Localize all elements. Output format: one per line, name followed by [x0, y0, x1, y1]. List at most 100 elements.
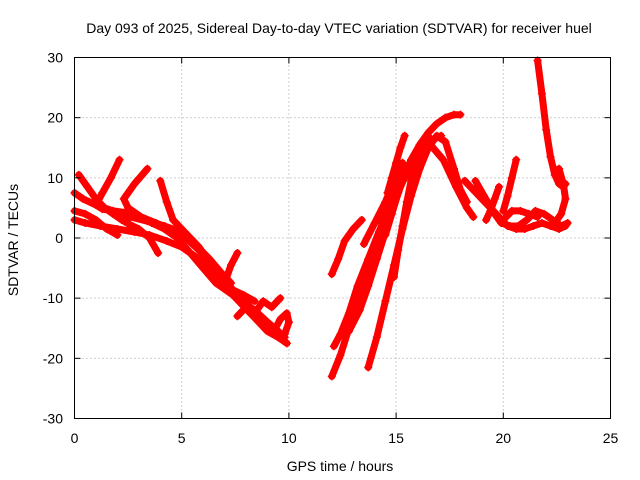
- data-point: [359, 240, 368, 249]
- x-tick-label: 25: [603, 430, 619, 446]
- data-point: [282, 339, 291, 348]
- data-point: [156, 176, 165, 185]
- series-track-9: [233, 294, 285, 321]
- data-point: [503, 191, 512, 200]
- data-point: [162, 197, 171, 206]
- data-point: [563, 218, 572, 227]
- data-point: [130, 179, 139, 188]
- data-point: [227, 261, 236, 270]
- data-point: [400, 131, 409, 140]
- data-point: [145, 234, 154, 242]
- x-tick-label: 20: [496, 430, 512, 446]
- data-point: [357, 215, 366, 224]
- data-point: [199, 264, 208, 273]
- data-point: [424, 131, 433, 140]
- data-point: [471, 176, 480, 185]
- data-point: [250, 309, 259, 318]
- data-point: [387, 209, 396, 218]
- data-point: [280, 330, 289, 339]
- data-point: [432, 119, 441, 128]
- data-point: [336, 351, 345, 360]
- data-point: [557, 221, 566, 230]
- data-point: [460, 176, 469, 185]
- data-series: [70, 56, 572, 381]
- x-tick-label: 5: [178, 430, 186, 446]
- series-track-25: [550, 164, 570, 227]
- axis-ticks: 0 5 10 15 20 25 -30 -20 -10 0 10 20 30: [43, 50, 619, 447]
- data-point: [124, 203, 133, 212]
- data-point: [212, 279, 221, 288]
- data-point: [98, 188, 107, 197]
- series-trail: [75, 171, 162, 257]
- data-point: [533, 212, 542, 221]
- data-point: [537, 89, 546, 98]
- data-point: [102, 224, 111, 233]
- data-point: [203, 255, 212, 264]
- data-point: [242, 303, 251, 312]
- data-point: [254, 318, 263, 327]
- data-point: [81, 209, 90, 218]
- data-point: [486, 206, 495, 215]
- data-point: [269, 327, 278, 336]
- data-point: [364, 282, 373, 291]
- data-point: [349, 224, 358, 233]
- data-point: [113, 230, 122, 239]
- data-point: [432, 131, 441, 140]
- data-point: [512, 155, 521, 164]
- data-point: [109, 206, 118, 215]
- data-point: [233, 312, 242, 321]
- y-tick-label: -30: [43, 411, 63, 427]
- data-point: [525, 209, 534, 218]
- data-point: [364, 255, 373, 264]
- data-point: [462, 197, 471, 206]
- series-track-13: [327, 215, 366, 279]
- data-point: [259, 297, 268, 306]
- data-point: [482, 215, 491, 224]
- data-point: [559, 179, 568, 188]
- data-point: [250, 297, 259, 306]
- x-tick-label: 0: [71, 430, 79, 446]
- data-point: [119, 194, 128, 203]
- data-point: [411, 158, 420, 167]
- series-trail: [156, 177, 291, 347]
- data-point: [186, 249, 195, 258]
- data-point: [98, 205, 107, 214]
- data-point: [507, 206, 516, 215]
- data-point: [381, 197, 390, 206]
- data-point: [212, 267, 221, 276]
- data-point: [154, 249, 163, 258]
- data-point: [441, 113, 450, 122]
- data-point: [274, 333, 283, 342]
- data-point: [555, 164, 564, 173]
- y-tick-label: 10: [47, 170, 63, 186]
- series-track-19: [383, 131, 409, 197]
- data-point: [398, 221, 407, 230]
- data-point: [480, 191, 489, 200]
- data-point: [394, 246, 403, 255]
- data-point: [364, 363, 373, 372]
- data-point: [106, 173, 115, 182]
- y-axis-label: SDTVAR / TECUs: [5, 184, 21, 296]
- data-point: [344, 309, 353, 318]
- data-point: [276, 294, 285, 303]
- data-point: [284, 318, 293, 327]
- x-tick-label: 10: [281, 430, 297, 446]
- data-point: [220, 279, 229, 288]
- data-point: [115, 155, 124, 164]
- series-track-23: [499, 155, 521, 215]
- data-point: [415, 146, 424, 155]
- series-trail: [499, 156, 520, 215]
- data-point: [83, 182, 92, 191]
- data-point: [561, 194, 570, 203]
- y-tick-label: -10: [43, 290, 63, 306]
- data-point: [394, 188, 403, 197]
- data-point: [177, 224, 186, 233]
- data-point: [529, 221, 538, 230]
- series-track-10: [269, 309, 293, 339]
- data-point: [514, 221, 523, 230]
- data-point: [372, 333, 381, 342]
- data-point: [381, 230, 390, 239]
- data-point: [327, 372, 336, 381]
- data-point: [537, 218, 546, 227]
